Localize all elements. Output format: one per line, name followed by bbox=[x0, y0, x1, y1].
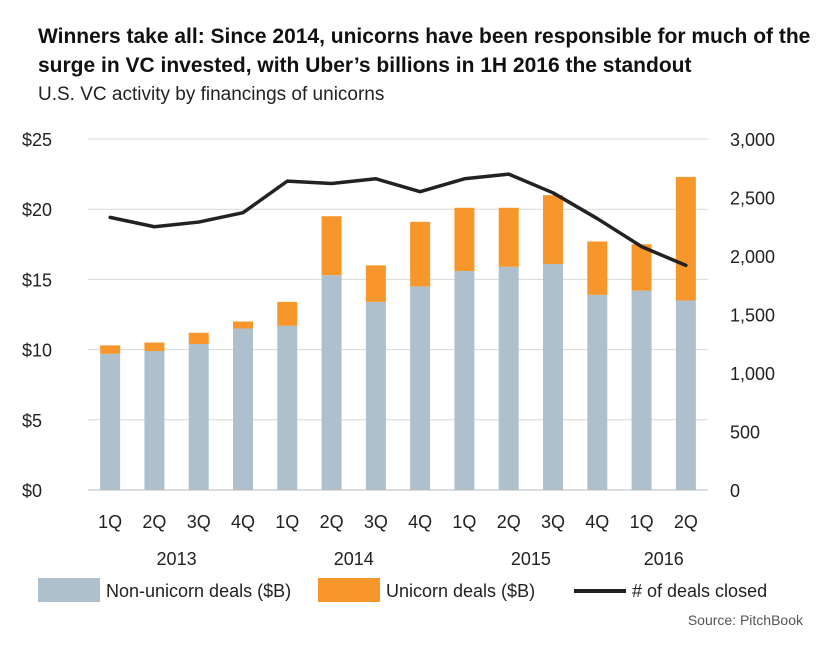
legend-label-unicorn: Unicorn deals ($B) bbox=[386, 581, 535, 601]
year-label: 2016 bbox=[644, 549, 684, 569]
legend-label-deals: # of deals closed bbox=[632, 581, 767, 601]
y-left-tick-label: $0 bbox=[22, 481, 42, 501]
year-label: 2015 bbox=[511, 549, 551, 569]
bar-non-unicorn bbox=[365, 301, 386, 490]
x-tick-label: 1Q bbox=[98, 512, 122, 532]
chart-title: Winners take all: Since 2014, unicorns h… bbox=[38, 25, 811, 77]
x-tick-label: 4Q bbox=[408, 512, 432, 532]
bar-non-unicorn bbox=[188, 343, 209, 490]
bar-unicorn bbox=[365, 265, 386, 302]
bar-non-unicorn bbox=[233, 328, 253, 490]
y-right-tick-label: 2,500 bbox=[730, 189, 775, 209]
y-right-tick-label: 1,500 bbox=[730, 306, 775, 326]
deals-closed-line bbox=[108, 172, 688, 268]
bar-unicorn bbox=[277, 301, 298, 326]
bar-unicorn bbox=[144, 342, 165, 352]
y-left-tick-label: $15 bbox=[22, 270, 52, 290]
bar-series bbox=[100, 176, 696, 490]
bar-unicorn bbox=[543, 195, 563, 264]
x-tick-label: 4Q bbox=[585, 512, 609, 532]
x-tick-label: 2Q bbox=[497, 512, 521, 532]
x-tick-label: 1Q bbox=[275, 512, 299, 532]
y-right-tick-label: 2,000 bbox=[730, 247, 775, 267]
bar-non-unicorn bbox=[144, 351, 165, 490]
bar-non-unicorn bbox=[454, 270, 475, 490]
bar-unicorn bbox=[410, 221, 431, 287]
y-right-tick-label: 3,000 bbox=[730, 130, 775, 150]
y-right-tick-label: 1,000 bbox=[730, 364, 775, 384]
bar-unicorn bbox=[321, 216, 342, 276]
year-label: 2014 bbox=[334, 549, 374, 569]
y-right-tick-label: 500 bbox=[730, 423, 760, 443]
bar-unicorn bbox=[587, 241, 608, 295]
bar-unicorn bbox=[631, 244, 652, 291]
bar-non-unicorn bbox=[277, 325, 298, 490]
bar-non-unicorn bbox=[631, 290, 652, 490]
x-tick-label: 2Q bbox=[674, 512, 698, 532]
bar-unicorn bbox=[498, 207, 519, 267]
x-tick-label: 1Q bbox=[452, 512, 476, 532]
bar-unicorn bbox=[100, 345, 121, 354]
gridlines bbox=[88, 138, 708, 421]
y-left-tick-label: $10 bbox=[22, 341, 52, 361]
chart-subtitle: U.S. VC activity by financings of unicor… bbox=[38, 84, 385, 105]
y-left-tick-label: $25 bbox=[22, 130, 52, 150]
x-tick-label: 2Q bbox=[320, 512, 344, 532]
x-tick-label: 3Q bbox=[541, 512, 565, 532]
bar-non-unicorn bbox=[100, 353, 121, 490]
bar-non-unicorn bbox=[675, 300, 696, 490]
source-note: Source: PitchBook bbox=[687, 612, 803, 628]
axes: $0 $5 $10 $15 $20 $25 0 500 1,000 1,500 2,000 2,500… bbox=[22, 130, 775, 569]
x-tick-label: 2Q bbox=[142, 512, 166, 532]
y-left-tick-label: $20 bbox=[22, 200, 52, 220]
bar-unicorn bbox=[675, 176, 696, 301]
y-left-tick-label: $5 bbox=[22, 411, 42, 431]
x-tick-label: 4Q bbox=[231, 512, 255, 532]
legend-swatch-non-unicorn bbox=[38, 578, 100, 602]
legend-swatch-unicorn bbox=[318, 578, 380, 602]
line-series bbox=[108, 172, 688, 268]
x-tick-label: 3Q bbox=[187, 512, 211, 532]
legend-label-non-unicorn: Non-unicorn deals ($B) bbox=[106, 581, 291, 601]
bar-non-unicorn bbox=[410, 286, 431, 490]
bar-non-unicorn bbox=[587, 294, 608, 490]
x-tick-label: 1Q bbox=[630, 512, 654, 532]
bar-non-unicorn bbox=[321, 275, 342, 490]
bar-unicorn bbox=[233, 321, 253, 329]
y-right-tick-label: 0 bbox=[730, 481, 740, 501]
x-tick-label: 3Q bbox=[364, 512, 388, 532]
bar-non-unicorn bbox=[498, 266, 519, 490]
bar-unicorn bbox=[188, 332, 209, 344]
year-label: 2013 bbox=[157, 549, 197, 569]
bar-unicorn bbox=[454, 207, 475, 271]
legend: Non-unicorn deals ($B) Unicorn deals ($B)… bbox=[38, 578, 767, 602]
bar-non-unicorn bbox=[543, 263, 563, 490]
